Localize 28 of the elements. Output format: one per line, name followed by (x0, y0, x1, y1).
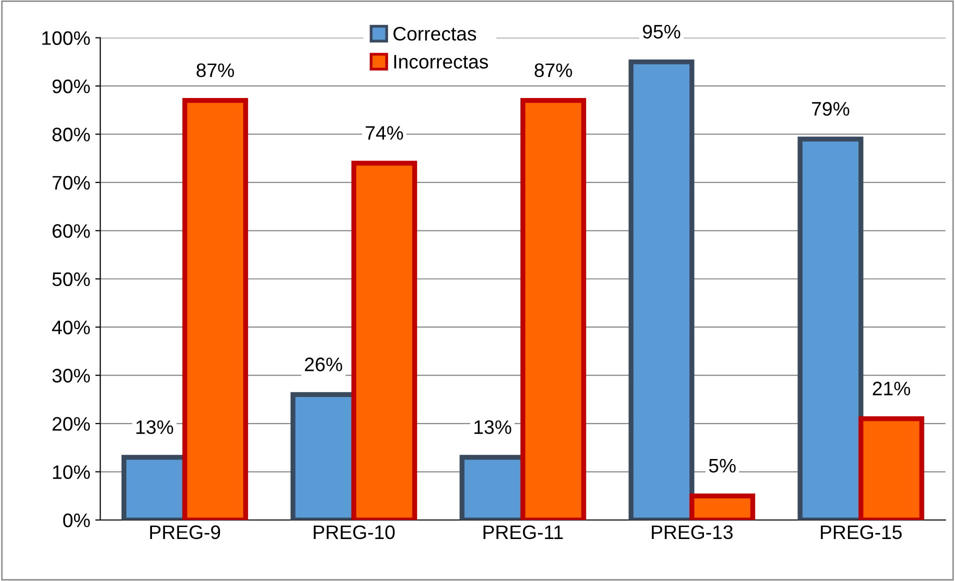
y-tick-label: 10% (53, 465, 90, 480)
y-tick-label: 40% (52, 320, 90, 334)
data-label: 87% (534, 63, 572, 78)
data-label: 21% (872, 382, 910, 396)
y-tick-label: 70% (52, 176, 90, 190)
x-tick-label: PREG-15 (820, 525, 902, 540)
y-tick-label: 50% (52, 272, 90, 286)
data-label: 87% (196, 63, 234, 78)
y-tick-label: 30% (52, 368, 90, 383)
y-tick-label: 60% (52, 224, 90, 238)
data-label: 13% (474, 420, 512, 434)
legend-label: Correctas (393, 26, 476, 41)
data-label: 5% (709, 458, 736, 473)
data-label: 26% (304, 358, 342, 372)
data-label: 95% (642, 24, 680, 39)
x-tick-label: PREG-9 (150, 525, 220, 540)
x-tick-label: PREG-13 (652, 525, 733, 540)
data-label: 74% (366, 126, 404, 140)
x-tick-label: PREG-10 (314, 525, 395, 540)
y-tick-label: 0% (63, 513, 90, 528)
y-tick-label: 80% (52, 128, 90, 142)
data-label: 13% (136, 420, 174, 434)
data-label: 79% (812, 102, 850, 116)
legend-label: Incorrectas (394, 55, 488, 69)
x-tick-label: PREG-11 (484, 525, 563, 540)
y-tick-label: 100% (42, 31, 90, 45)
y-tick-label: 20% (52, 417, 90, 431)
y-tick-label: 90% (52, 79, 90, 94)
